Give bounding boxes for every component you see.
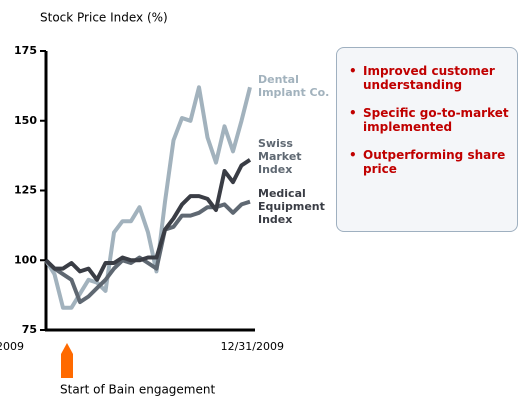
series-line: [44, 85, 252, 310]
series-line: [44, 158, 252, 282]
y-tick-label: 75: [22, 323, 37, 336]
series-label: Swiss Market Index: [258, 137, 302, 176]
x-tick-label: 1/2/2009: [0, 340, 24, 353]
y-tick-label: 100: [14, 253, 37, 266]
y-tick-label: 125: [14, 184, 37, 197]
takeaway-box: Improved customer understanding Specific …: [336, 47, 518, 232]
y-tick-label: 175: [14, 44, 37, 57]
chart-title: Stock Price Index (%): [40, 11, 168, 25]
annotation: Start of Bain engagement: [60, 383, 215, 397]
bullet-list: Improved customer understanding Specific …: [345, 64, 509, 176]
bullet: Improved customer understanding: [349, 64, 509, 92]
bullet: Specific go-to-market implemented: [349, 106, 509, 134]
x-tick-label: 12/31/2009: [221, 340, 284, 353]
series-label: Medical Equipment Index: [258, 187, 325, 226]
series-line: [44, 199, 251, 305]
y-tick-label: 150: [14, 114, 37, 127]
engagement-marker: [61, 343, 73, 378]
bullet: Outperforming share price: [349, 148, 509, 176]
series-label: Dental Implant Co.: [258, 73, 330, 99]
